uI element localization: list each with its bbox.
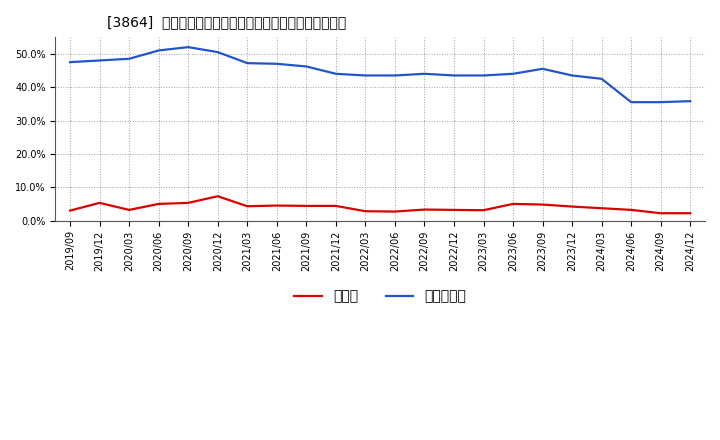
現預金 [272,203,281,208]
現預金 [213,194,222,199]
有利子負債 [302,64,310,69]
現預金 [420,207,429,212]
有利子負債 [361,73,370,78]
有利子負債 [243,60,251,66]
有利子負債 [391,73,400,78]
有利子負債 [95,58,104,63]
現預金 [125,207,133,213]
現預金 [95,200,104,205]
有利子負債 [627,99,636,105]
現預金 [568,204,577,209]
現預金 [331,203,340,209]
有利子負債 [154,48,163,53]
現預金 [243,204,251,209]
有利子負債 [125,56,133,62]
現預金 [539,202,547,207]
有利子負債 [272,61,281,66]
有利子負債 [686,99,695,104]
有利子負債 [657,99,665,105]
有利子負債 [598,76,606,81]
有利子負債 [539,66,547,71]
有利子負債 [213,49,222,55]
有利子負債 [568,73,577,78]
有利子負債 [184,44,192,50]
現預金 [480,208,488,213]
現預金 [598,205,606,211]
Legend: 現預金, 有利子負債: 現預金, 有利子負債 [288,284,472,309]
Line: 現預金: 現預金 [70,196,690,213]
現預金 [657,211,665,216]
現預金 [391,209,400,214]
有利子負債 [66,59,74,65]
有利子負債 [450,73,459,78]
現預金 [361,209,370,214]
現預金 [184,200,192,205]
有利子負債 [420,71,429,77]
有利子負債 [331,71,340,77]
Text: [3864]  現預金、有利子負債の総資産に対する比率の推移: [3864] 現預金、有利子負債の総資産に対する比率の推移 [107,15,346,29]
現預金 [509,201,518,206]
有利子負債 [480,73,488,78]
現預金 [627,207,636,213]
現預金 [450,207,459,213]
Line: 有利子負債: 有利子負債 [70,47,690,102]
現預金 [302,203,310,209]
現預金 [154,201,163,206]
現預金 [686,211,695,216]
有利子負債 [509,71,518,77]
現預金 [66,208,74,213]
